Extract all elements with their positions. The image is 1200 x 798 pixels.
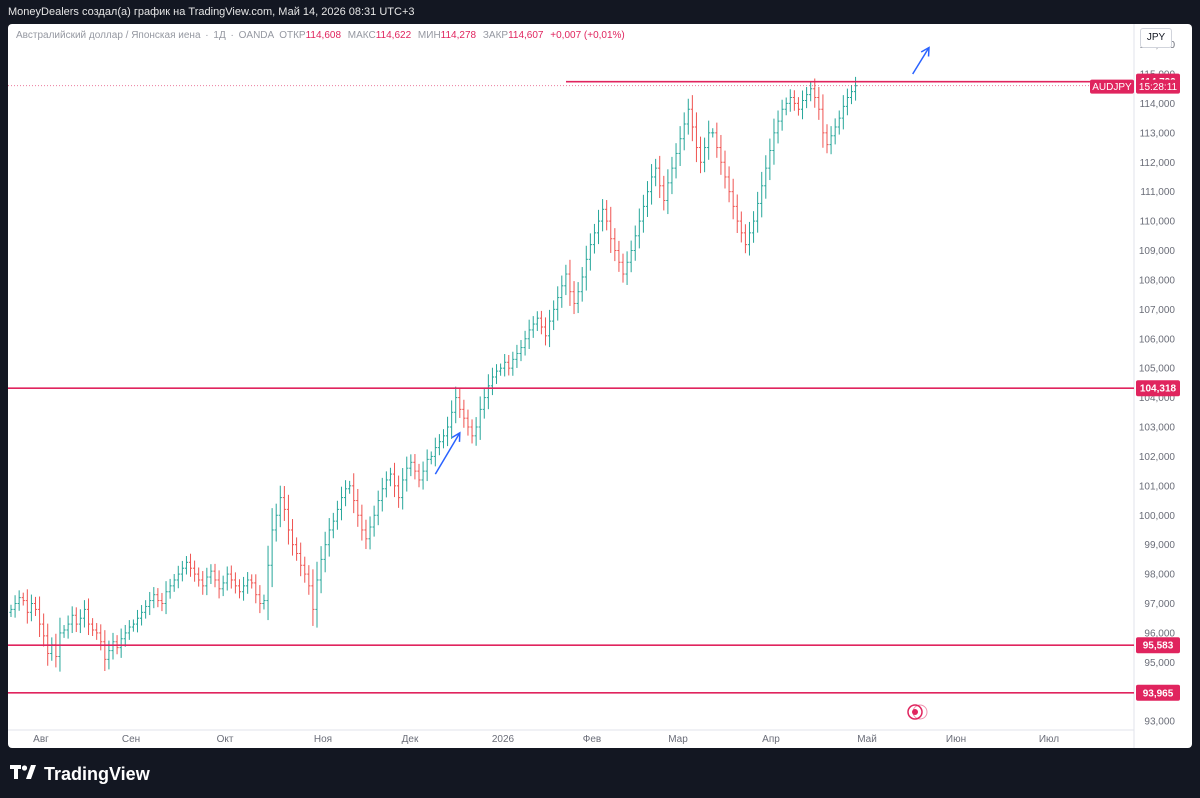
trend-arrowhead [451, 431, 461, 442]
level-price-label: 104,318 [1140, 384, 1177, 395]
close-label: ЗАКР [482, 30, 509, 41]
countdown-label: 15:28:11 [1139, 82, 1178, 93]
y-tick-label: 96,000 [1144, 628, 1175, 639]
currency-button[interactable]: JPY [1140, 28, 1172, 48]
y-tick-label: 106,000 [1139, 334, 1176, 345]
y-tick-label: 109,000 [1139, 246, 1176, 257]
y-tick-label: 101,000 [1139, 481, 1176, 492]
x-tick-label: Июл [1039, 734, 1059, 745]
x-tick-label: Сен [122, 734, 140, 745]
y-tick-label: 104,000 [1139, 393, 1176, 404]
open-label: ОТКР [279, 30, 306, 41]
high-value: 114,622 [375, 30, 412, 41]
symbol-tag-label: AUDJPY [1092, 82, 1132, 93]
interval-label: 1Д [213, 30, 226, 41]
level-price-label: 93,965 [1143, 688, 1174, 699]
symbol-name: Австралийский доллар / Японская иена [16, 30, 201, 41]
brand-name: TradingView [44, 763, 150, 784]
y-tick-label: 103,000 [1139, 423, 1176, 434]
change-value: +0,007 (+0,01%) [550, 30, 625, 41]
trend-arrowhead [920, 46, 930, 57]
y-tick-label: 93,000 [1144, 717, 1175, 728]
brand-footer: TradingView [10, 762, 150, 786]
level-price-tag [1136, 684, 1180, 701]
x-tick-label: Авг [33, 734, 49, 745]
chart-panel[interactable]: 93,00094,00095,00096,00097,00098,00099,0… [8, 24, 1192, 748]
x-tick-label: Апр [762, 734, 780, 745]
trend-arrow [912, 47, 930, 75]
x-tick-label: Дек [402, 734, 419, 745]
y-tick-label: 105,000 [1139, 364, 1176, 375]
x-tick-label: Май [857, 734, 877, 745]
x-tick-label: Фев [583, 734, 601, 745]
level-price-tag [1136, 637, 1180, 654]
x-tick-label: Июн [946, 734, 966, 745]
x-tick-label: Мар [668, 734, 688, 745]
low-label: МИН [417, 30, 441, 41]
level-price-tag [1136, 380, 1180, 397]
tradingview-logo-icon [10, 763, 38, 786]
event-marker-ring [912, 704, 928, 720]
open-value: 114,608 [305, 30, 342, 41]
symbol-tag [1090, 79, 1134, 94]
y-tick-label: 113,000 [1140, 128, 1176, 139]
countdown-tag [1136, 79, 1180, 94]
y-tick-label: 99,000 [1144, 540, 1175, 551]
high-label: МАКС [347, 30, 376, 41]
y-tick-label: 102,000 [1139, 452, 1176, 463]
exchange-label: OANDA [238, 30, 274, 41]
y-tick-label: 108,000 [1139, 275, 1176, 286]
y-tick-label: 95,000 [1144, 658, 1175, 669]
y-tick-label: 112,000 [1140, 158, 1176, 169]
close-value: 114,607 [508, 30, 544, 41]
y-tick-label: 110,000 [1140, 217, 1176, 228]
y-tick-label: 107,000 [1139, 305, 1176, 316]
x-tick-label: Окт [217, 734, 234, 745]
y-tick-label: 98,000 [1144, 570, 1175, 581]
y-tick-label: 111,000 [1140, 187, 1175, 198]
price-chart-svg[interactable]: 93,00094,00095,00096,00097,00098,00099,0… [8, 24, 1192, 748]
x-tick-label: Ноя [314, 734, 332, 745]
low-value: 114,278 [440, 30, 477, 41]
trend-arrow [434, 432, 461, 475]
x-tick-label: 2026 [492, 734, 515, 745]
level-price-label: 95,583 [1143, 641, 1174, 652]
y-tick-label: 114,000 [1140, 99, 1176, 110]
y-tick-label: 100,000 [1139, 511, 1176, 522]
attribution-text: MoneyDealers создал(а) график на Trading… [8, 6, 415, 18]
y-tick-label: 97,000 [1144, 599, 1175, 610]
symbol-legend: Австралийский доллар / Японская иена · 1… [16, 30, 625, 41]
